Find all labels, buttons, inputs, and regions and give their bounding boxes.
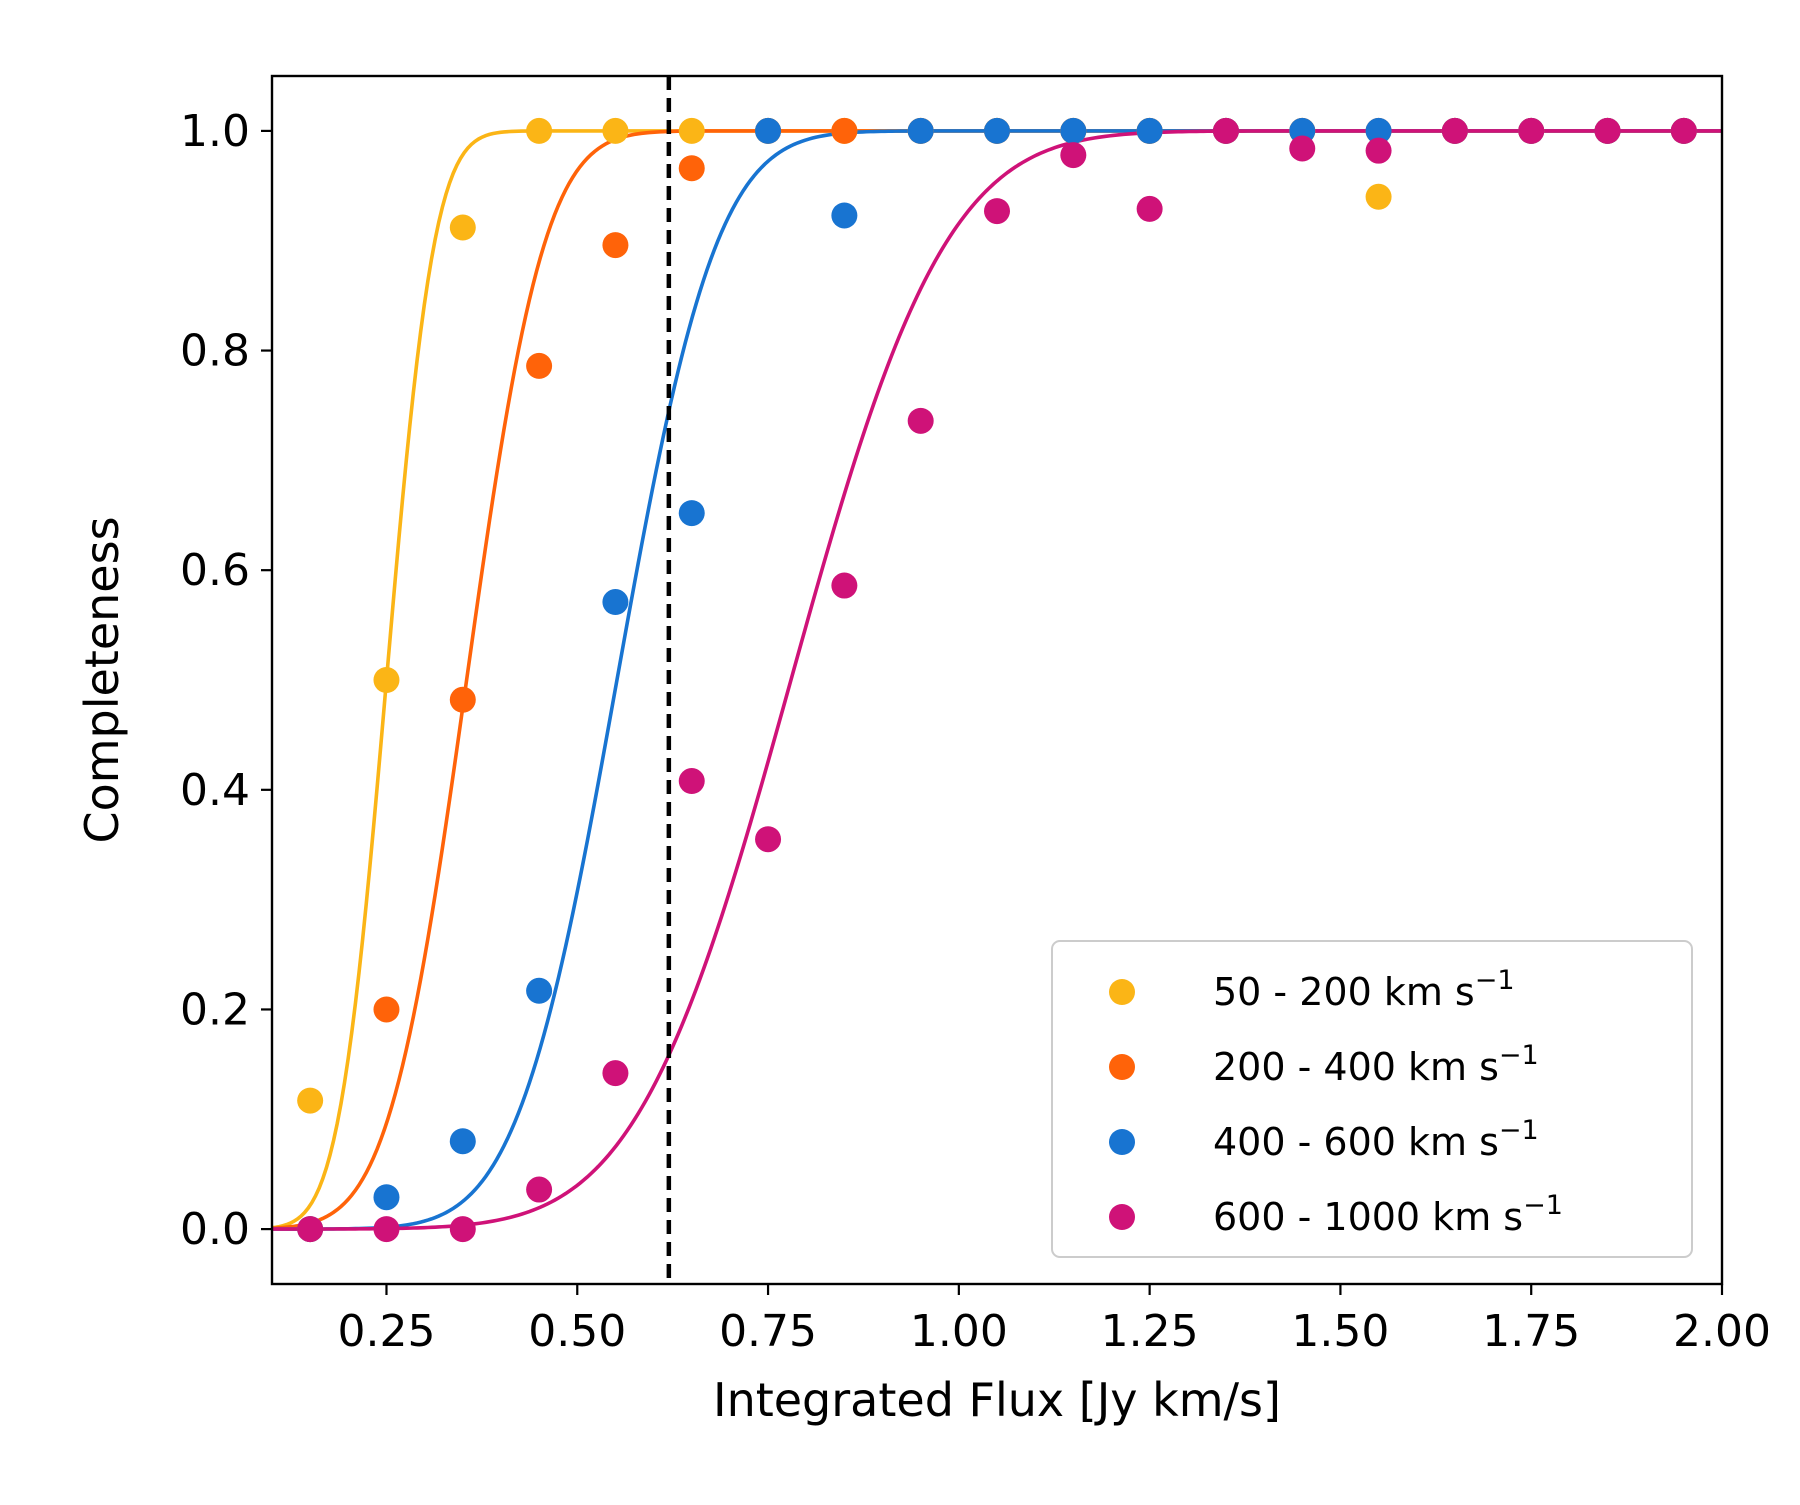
point-s4-9: [907, 407, 934, 434]
point-s4-12: [1136, 195, 1163, 222]
legend-marker-1: [1109, 979, 1135, 1005]
legend-marker-3: [1109, 1129, 1135, 1155]
y-tick-label-3: 0.4: [180, 765, 250, 816]
legend-frame: [1051, 940, 1693, 1258]
y-axis-ticks: 0.0 0.2 0.4 0.6 0.8 1.0: [180, 106, 272, 1255]
point-s1-3: [449, 214, 476, 241]
point-s3-15: [1365, 117, 1392, 144]
point-s3-6: [678, 500, 705, 527]
point-s1-2: [373, 667, 400, 693]
point-s3-8: [831, 202, 858, 229]
point-s4-19: [1670, 117, 1697, 144]
point-s2-5: [602, 232, 629, 259]
point-s1-1: [297, 1087, 324, 1114]
point-s4-13: [1212, 117, 1239, 144]
point-s2-8: [831, 117, 858, 144]
point-s2-4: [526, 352, 553, 379]
point-s3-10: [984, 117, 1010, 144]
point-s4-3: [449, 1216, 476, 1243]
x-axis-ticks: 0.25 0.50 0.75 1.00 1.25 1.50 1.75 2.00: [337, 1284, 1771, 1357]
y-tick-label-5: 0.8: [180, 326, 250, 377]
point-s4-18: [1594, 117, 1621, 144]
point-s4-1: [297, 1216, 324, 1243]
legend-label-2: 200 - 400 km s−1: [1213, 1040, 1539, 1089]
point-s2-6: [678, 155, 705, 182]
point-s2-3: [449, 686, 476, 713]
point-s4-10: [984, 198, 1010, 225]
x-tick-label-3: 0.75: [719, 1306, 817, 1357]
point-s4-8: [831, 572, 858, 599]
legend-label-4: 600 - 1000 km s−1: [1213, 1190, 1563, 1239]
x-tick-label-8: 2.00: [1673, 1306, 1771, 1357]
y-axis-title: Completeness: [75, 516, 129, 843]
data-points: [297, 117, 1697, 1243]
y-tick-label-1: 0.0: [180, 1204, 250, 1255]
point-s4-5: [602, 1060, 629, 1087]
point-s4-11: [1060, 142, 1087, 169]
legend-marker-2: [1109, 1054, 1135, 1080]
point-s3-2: [373, 1184, 400, 1211]
x-tick-label-6: 1.50: [1291, 1306, 1389, 1357]
legend-label-3: 400 - 600 km s−1: [1213, 1115, 1539, 1164]
point-s3-7: [755, 117, 782, 144]
legend-marker-4: [1109, 1204, 1135, 1230]
x-tick-label-1: 0.25: [337, 1306, 435, 1357]
x-tick-label-7: 1.75: [1482, 1306, 1580, 1357]
point-s4-6: [678, 768, 705, 795]
point-s3-4: [526, 977, 553, 1004]
legend-label-unit-2: −1: [1499, 1040, 1539, 1071]
fit-curve-4: [272, 129, 1722, 1231]
point-s1-15: [1365, 183, 1392, 210]
point-s3-3: [449, 1128, 476, 1155]
legend-entries: 50 - 200 km s−1 200 - 400 km s−1 400 - 600…: [1109, 965, 1563, 1239]
plot-frame: [270, 74, 1724, 1286]
legend-label-unit-4: −1: [1523, 1190, 1563, 1221]
point-s4-14: [1289, 135, 1316, 162]
point-s1-5: [602, 117, 629, 144]
point-s3-11: [1060, 117, 1087, 144]
x-axis-title: Integrated Flux [Jy km/s]: [713, 1373, 1281, 1427]
y-tick-label-2: 0.2: [180, 984, 250, 1035]
point-s3-5: [602, 589, 629, 616]
point-s4-7: [755, 826, 782, 853]
x-tick-label-5: 1.25: [1101, 1306, 1199, 1357]
x-tick-label-2: 0.50: [528, 1306, 626, 1357]
legend-label-unit-1: −1: [1475, 965, 1515, 996]
y-tick-label-6: 1.0: [180, 106, 250, 157]
point-s4-2: [373, 1216, 400, 1243]
point-s1-6: [678, 117, 705, 144]
point-s4-16: [1441, 117, 1468, 144]
point-s3-9: [907, 117, 934, 144]
point-s4-17: [1518, 117, 1545, 144]
point-s4-15: [1365, 137, 1392, 164]
point-s2-2: [373, 996, 400, 1023]
point-s3-12: [1136, 117, 1163, 144]
y-tick-label-4: 0.6: [180, 545, 250, 596]
legend-label-1: 50 - 200 km s−1: [1213, 965, 1515, 1014]
point-s1-4: [526, 117, 553, 144]
point-s4-4: [526, 1176, 553, 1203]
x-tick-label-4: 1.00: [910, 1306, 1008, 1357]
legend: 50 - 200 km s−1 200 - 400 km s−1 400 - 600…: [1051, 940, 1693, 1258]
legend-label-unit-3: −1: [1499, 1115, 1539, 1146]
